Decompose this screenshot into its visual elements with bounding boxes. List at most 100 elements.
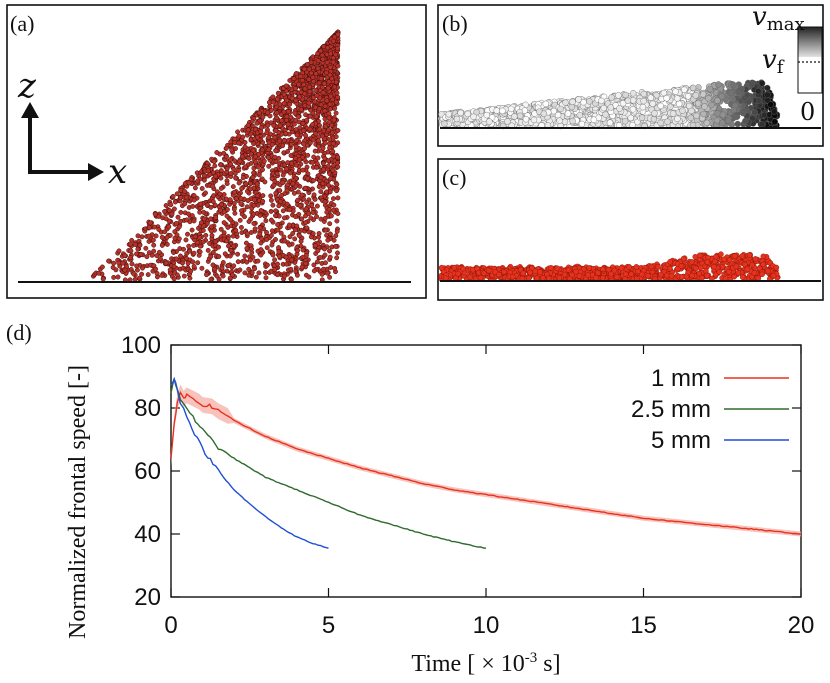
particle: [622, 91, 629, 99]
particle: [204, 202, 210, 208]
particle: [250, 147, 256, 153]
particle: [333, 110, 339, 116]
particle: [232, 210, 238, 216]
particle: [693, 112, 700, 120]
particle: [217, 207, 223, 213]
particle: [700, 110, 707, 118]
particle: [292, 155, 298, 161]
particle: [214, 150, 220, 155]
particle: [238, 201, 244, 207]
particle: [268, 208, 274, 214]
particle: [326, 127, 332, 133]
particle: [303, 260, 309, 266]
particle: [178, 195, 184, 201]
particle: [755, 97, 763, 104]
particle: [310, 231, 316, 237]
particle: [307, 126, 313, 132]
particle: [230, 272, 235, 278]
particle: [264, 237, 270, 242]
particle: [607, 104, 614, 111]
particle: [250, 174, 256, 180]
particle: [328, 213, 334, 219]
particle: [242, 270, 248, 276]
particle: [265, 122, 271, 128]
particle: [274, 96, 280, 102]
particle: [296, 233, 302, 238]
particle: [196, 252, 202, 258]
particle: [171, 264, 177, 270]
particle: [692, 92, 699, 99]
particle: [292, 236, 298, 242]
particle: [191, 193, 197, 199]
particle: [598, 97, 605, 105]
particle: [257, 225, 263, 231]
particle: [235, 129, 241, 135]
particle: [504, 118, 511, 125]
z-axis-label: z: [17, 66, 37, 106]
particle: [326, 158, 331, 164]
particle: [333, 134, 339, 140]
particle: [320, 145, 326, 151]
particle: [297, 94, 302, 100]
particle: [335, 63, 341, 69]
particle: [210, 262, 216, 268]
particle: [316, 144, 322, 149]
particle: [323, 227, 329, 233]
particle: [334, 255, 340, 261]
particle: [248, 181, 254, 186]
particle: [335, 45, 340, 51]
particle: [715, 81, 722, 88]
particle: [220, 273, 226, 279]
particle: [320, 90, 326, 96]
particle: [445, 110, 452, 118]
particle: [293, 71, 299, 77]
granular-pile-initial: [90, 29, 341, 283]
particle: [238, 224, 244, 230]
particle: [151, 224, 157, 230]
particle: [735, 269, 742, 276]
particle: [333, 243, 339, 249]
particle: [705, 95, 712, 102]
particle: [568, 103, 575, 111]
particle: [176, 224, 182, 230]
particle: [329, 122, 334, 128]
particle: [332, 84, 337, 90]
particle: [467, 274, 474, 281]
particle: [242, 144, 248, 150]
particle: [333, 99, 339, 105]
particle: [266, 163, 272, 169]
particle: [191, 218, 197, 224]
particle: [651, 110, 658, 117]
particle: [258, 247, 264, 253]
particle: [251, 221, 257, 226]
particle: [273, 208, 279, 214]
particle: [96, 270, 102, 276]
particle: [115, 274, 121, 280]
particle: [128, 241, 133, 247]
particle: [749, 262, 755, 268]
particle: [606, 119, 614, 126]
particle: [672, 88, 679, 95]
particle: [664, 118, 671, 125]
particle: [687, 114, 694, 122]
particle: [248, 151, 254, 157]
particle: [162, 229, 168, 235]
particle: [171, 276, 177, 282]
particle: [99, 264, 105, 270]
particle: [219, 265, 225, 271]
particle: [319, 271, 325, 277]
particle: [334, 90, 340, 96]
particle: [230, 233, 236, 239]
particle: [322, 155, 328, 161]
particle: [269, 242, 275, 248]
particle: [283, 254, 289, 260]
particle: [175, 214, 181, 220]
particle: [701, 103, 708, 110]
particle: [322, 246, 327, 252]
particle: [483, 111, 490, 119]
particle: [650, 115, 658, 123]
particle: [235, 251, 241, 257]
particle: [730, 106, 737, 114]
particle: [274, 110, 280, 116]
